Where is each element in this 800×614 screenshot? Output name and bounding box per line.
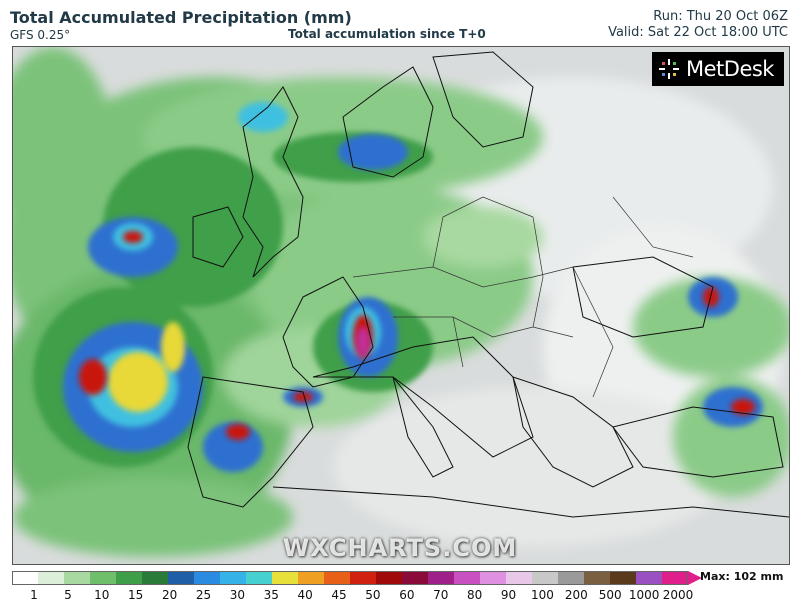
- legend-color-cell: [246, 571, 273, 585]
- legend-color-cell: [168, 571, 195, 585]
- legend-color-cell: [506, 571, 533, 585]
- legend-tick-label: 50: [365, 588, 381, 602]
- legend-tick-label: 35: [263, 588, 279, 602]
- legend-tick-label: 25: [195, 588, 212, 602]
- run-time: Run: Thu 20 Oct 06Z: [653, 9, 788, 24]
- chart-subtitle: Total accumulation since T+0: [288, 27, 486, 41]
- legend-color-cell: [376, 571, 403, 585]
- legend-color-cell: [64, 571, 91, 585]
- legend-tick-label: 200: [564, 588, 588, 602]
- precipitation-map[interactable]: [12, 46, 790, 565]
- legend-tick-label: 40: [297, 588, 313, 602]
- legend-ticks: 1 5 10 15 20 25 30 35 40 45 50 60 70 80 90 100 200 500 100…: [0, 588, 800, 608]
- legend-color-cell: [38, 571, 65, 585]
- color-legend: Max: 102 mm 1 5 10 15 20 25 30 35 40 45 50 60 70 80 90…: [0, 566, 800, 614]
- country-borders: [352, 196, 694, 398]
- legend-tick-label: 20: [161, 588, 178, 602]
- legend-tick-label: 60: [399, 588, 415, 602]
- legend-tick-label: 70: [433, 588, 449, 602]
- legend-tick-label: 2000: [662, 588, 694, 602]
- legend-color-cell: [428, 571, 455, 585]
- legend-color-cell: [454, 571, 481, 585]
- legend-color-cell: [480, 571, 507, 585]
- valid-time: Valid: Sat 22 Oct 18:00 UTC: [608, 25, 788, 40]
- legend-tick-label: 80: [466, 588, 483, 602]
- legend-color-cell: [116, 571, 143, 585]
- chart-header: Total Accumulated Precipitation (mm) GFS…: [0, 0, 800, 44]
- legend-tick-label: 100: [530, 588, 554, 602]
- legend-tick-label: 90: [500, 588, 517, 602]
- legend-color-cell: [12, 571, 39, 585]
- max-label: Max: 102 mm: [700, 570, 784, 583]
- yellow-precip-layer: [108, 322, 185, 412]
- legend-color-cell: [90, 571, 117, 585]
- legend-tick-label: 500: [598, 588, 622, 602]
- legend-color-cell: [402, 571, 429, 585]
- legend-color-cell: [558, 571, 585, 585]
- coastlines: [187, 51, 789, 518]
- legend-colorbar: [12, 571, 702, 585]
- legend-color-cell: [350, 571, 377, 585]
- metdesk-logo-text: MetDesk: [686, 57, 774, 81]
- legend-color-cell: [610, 571, 637, 585]
- legend-tick-label: 30: [229, 588, 245, 602]
- legend-tick-label: 1: [30, 588, 38, 602]
- map-canvas: [13, 47, 789, 564]
- legend-color-cell: [636, 571, 663, 585]
- chart-title: Total Accumulated Precipitation (mm): [10, 8, 352, 27]
- legend-tick-label: 5: [64, 588, 72, 602]
- legend-color-cell: [662, 571, 689, 585]
- legend-tick-label: 45: [331, 588, 347, 602]
- legend-color-cell: [532, 571, 559, 585]
- metdesk-logo: MetDesk: [652, 52, 784, 86]
- legend-color-cell: [220, 571, 247, 585]
- wxcharts-watermark: WXCHARTS.COM: [282, 534, 518, 562]
- legend-color-cell: [194, 571, 221, 585]
- legend-tick-label: 15: [128, 588, 144, 602]
- model-label: GFS 0.25°: [10, 28, 71, 42]
- legend-color-cell: [272, 571, 299, 585]
- legend-color-cell: [298, 571, 325, 585]
- legend-color-cell: [584, 571, 611, 585]
- legend-tick-label: 10: [94, 588, 110, 602]
- legend-arrow: [688, 571, 702, 585]
- legend-color-cell: [324, 571, 351, 585]
- legend-color-cell: [142, 571, 169, 585]
- legend-tick-label: 1000: [628, 588, 660, 602]
- metdesk-logo-icon: [659, 59, 679, 79]
